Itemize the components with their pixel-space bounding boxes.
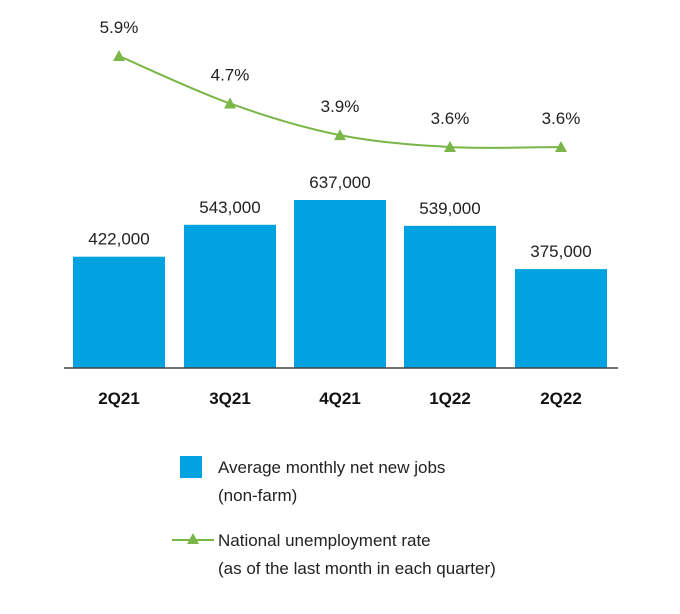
bar-3Q21	[184, 224, 276, 368]
bar-4Q21	[294, 200, 386, 368]
category-label-1Q22: 1Q22	[429, 389, 471, 408]
line-label-2Q21: 5.9%	[100, 18, 139, 37]
legend-bar-line1: Average monthly net new jobs	[218, 458, 445, 477]
legend: Average monthly net new jobs (non-farm) …	[172, 456, 496, 578]
category-label-2Q21: 2Q21	[98, 389, 140, 408]
bar-label-1Q22: 539,000	[419, 199, 480, 218]
line-label-4Q21: 3.9%	[321, 97, 360, 116]
line-value-labels: 5.9% 4.7% 3.9% 3.6% 3.6%	[100, 18, 581, 128]
legend-line-line1: National unemployment rate	[218, 531, 431, 550]
category-labels: 2Q21 3Q21 4Q21 1Q22 2Q22	[98, 389, 582, 408]
line-point-2Q21	[113, 50, 125, 61]
line-point-4Q21	[334, 129, 346, 141]
bar-1Q22	[404, 225, 496, 368]
legend-swatch-triangle-icon	[187, 533, 199, 544]
category-label-4Q21: 4Q21	[319, 389, 361, 408]
legend-swatch-bar	[180, 456, 202, 478]
category-label-2Q22: 2Q22	[540, 389, 582, 408]
bar-series	[73, 200, 607, 368]
line-label-3Q21: 4.7%	[211, 65, 250, 84]
line-point-1Q22	[444, 141, 456, 152]
line-point-3Q21	[224, 97, 236, 109]
line-point-2Q22	[555, 141, 567, 152]
bar-label-3Q21: 543,000	[199, 198, 260, 217]
bar-value-labels: 422,000 543,000 637,000 539,000 375,000	[88, 173, 591, 261]
bar-label-4Q21: 637,000	[309, 173, 370, 192]
line-series	[113, 50, 567, 152]
line-label-1Q22: 3.6%	[431, 109, 470, 128]
legend-bar-line2: (non-farm)	[218, 486, 297, 505]
bar-label-2Q22: 375,000	[530, 242, 591, 261]
line-label-2Q22: 3.6%	[542, 109, 581, 128]
legend-line-line2: (as of the last month in each quarter)	[218, 559, 496, 578]
category-label-3Q21: 3Q21	[209, 389, 251, 408]
bar-2Q22	[515, 269, 607, 368]
bar-2Q21	[73, 256, 165, 368]
bar-label-2Q21: 422,000	[88, 230, 149, 249]
